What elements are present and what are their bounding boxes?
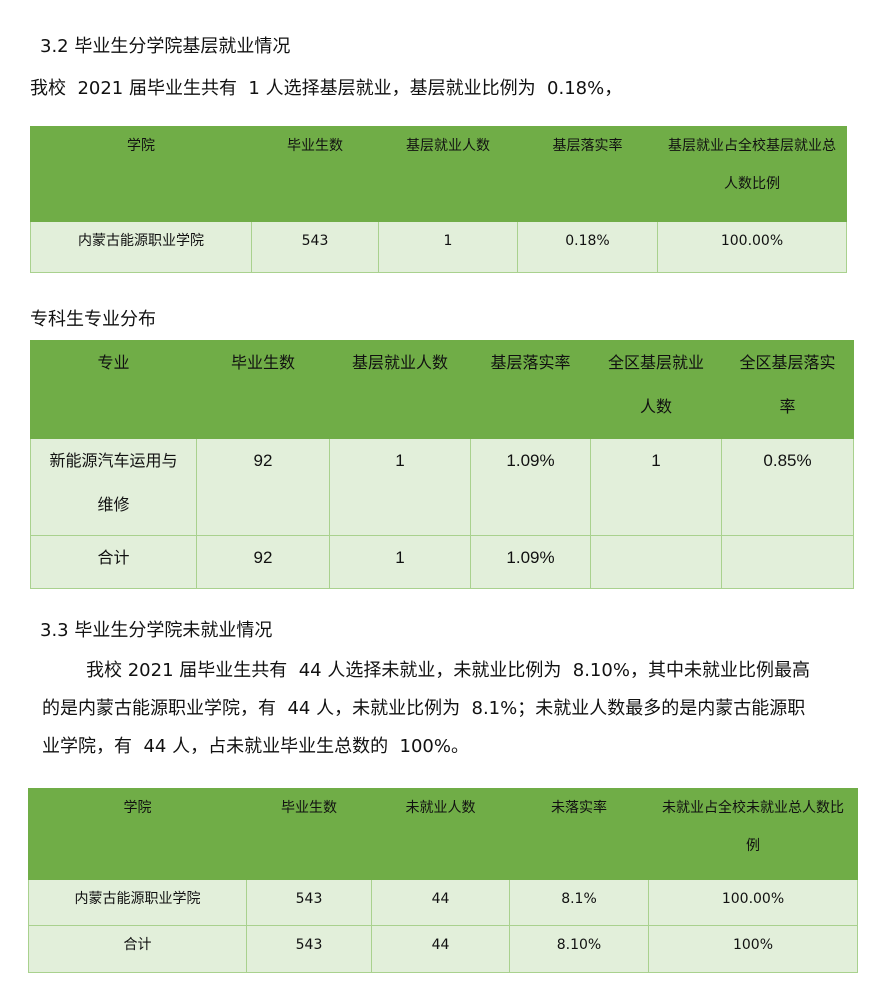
cell: 0.85%	[721, 438, 854, 536]
table-basic-employment-by-college: 学院 毕业生数 基层就业人数 基层落实率 基层就业占全校基层就业总人数比例 内蒙…	[30, 126, 847, 273]
cell: 新能源汽车运用与维修	[30, 438, 197, 536]
cell: 44	[371, 879, 510, 926]
cell: 合计	[28, 925, 247, 973]
sub-heading: 专科生专业分布	[30, 309, 156, 330]
section-heading-3-3: 3.3 毕业生分学院未就业情况	[40, 620, 273, 641]
cell: 1	[590, 438, 722, 536]
cell: 0.18%	[517, 221, 658, 273]
table-unemployment-by-college: 学院 毕业生数 未就业人数 未落实率 未就业占全校未就业总人数比例 内蒙古能源职…	[28, 788, 858, 973]
header-cell: 基层落实率	[517, 126, 658, 222]
paragraph-3-2: 我校 2021 届毕业生共有 1 人选择基层就业，基层就业比例为 0.18%，	[30, 78, 623, 99]
header-cell: 学院	[28, 788, 247, 880]
header-cell: 全区基层就业人数	[590, 340, 722, 439]
cell: 1.09%	[470, 438, 591, 536]
cell: 92	[196, 438, 330, 536]
cell: 100%	[648, 925, 858, 973]
header-cell: 专业	[30, 340, 197, 439]
table-row: 合计 92 1 1.09%	[30, 535, 854, 589]
header-cell: 毕业生数	[251, 126, 379, 222]
cell: 1	[329, 438, 471, 536]
cell	[590, 535, 722, 589]
cell: 543	[246, 879, 372, 926]
header-cell: 基层就业占全校基层就业总人数比例	[657, 126, 847, 222]
cell: 100.00%	[648, 879, 858, 926]
header-cell: 未就业占全校未就业总人数比例	[648, 788, 858, 880]
paragraph-3-3: 我校 2021 届毕业生共有 44 人选择未就业，未就业比例为 8.10%，其中…	[42, 660, 810, 757]
section-heading-3-2: 3.2 毕业生分学院基层就业情况	[40, 36, 291, 57]
cell: 合计	[30, 535, 197, 589]
table-row: 新能源汽车运用与维修 92 1 1.09% 1 0.85%	[30, 438, 854, 536]
cell	[721, 535, 854, 589]
cell: 8.1%	[509, 879, 649, 926]
header-cell: 毕业生数	[196, 340, 330, 439]
cell: 内蒙古能源职业学院	[30, 221, 252, 273]
cell: 内蒙古能源职业学院	[28, 879, 247, 926]
cell: 44	[371, 925, 510, 973]
header-cell: 全区基层落实率	[721, 340, 854, 439]
cell: 8.10%	[509, 925, 649, 973]
cell: 1.09%	[470, 535, 591, 589]
header-cell: 未落实率	[509, 788, 649, 880]
cell: 543	[251, 221, 379, 273]
table-major-distribution: 专业 毕业生数 基层就业人数 基层落实率 全区基层就业人数 全区基层落实率 新能…	[30, 340, 854, 589]
table-row: 内蒙古能源职业学院 543 44 8.1% 100.00%	[28, 879, 858, 926]
header-cell: 学院	[30, 126, 252, 222]
header-cell: 未就业人数	[371, 788, 510, 880]
cell: 1	[378, 221, 518, 273]
header-cell: 基层就业人数	[329, 340, 471, 439]
header-cell: 毕业生数	[246, 788, 372, 880]
cell: 543	[246, 925, 372, 973]
header-cell: 基层就业人数	[378, 126, 518, 222]
table-row: 内蒙古能源职业学院 543 1 0.18% 100.00%	[30, 221, 847, 273]
header-cell: 基层落实率	[470, 340, 591, 439]
cell: 100.00%	[657, 221, 847, 273]
cell: 92	[196, 535, 330, 589]
table-row: 合计 543 44 8.10% 100%	[28, 925, 858, 973]
cell: 1	[329, 535, 471, 589]
